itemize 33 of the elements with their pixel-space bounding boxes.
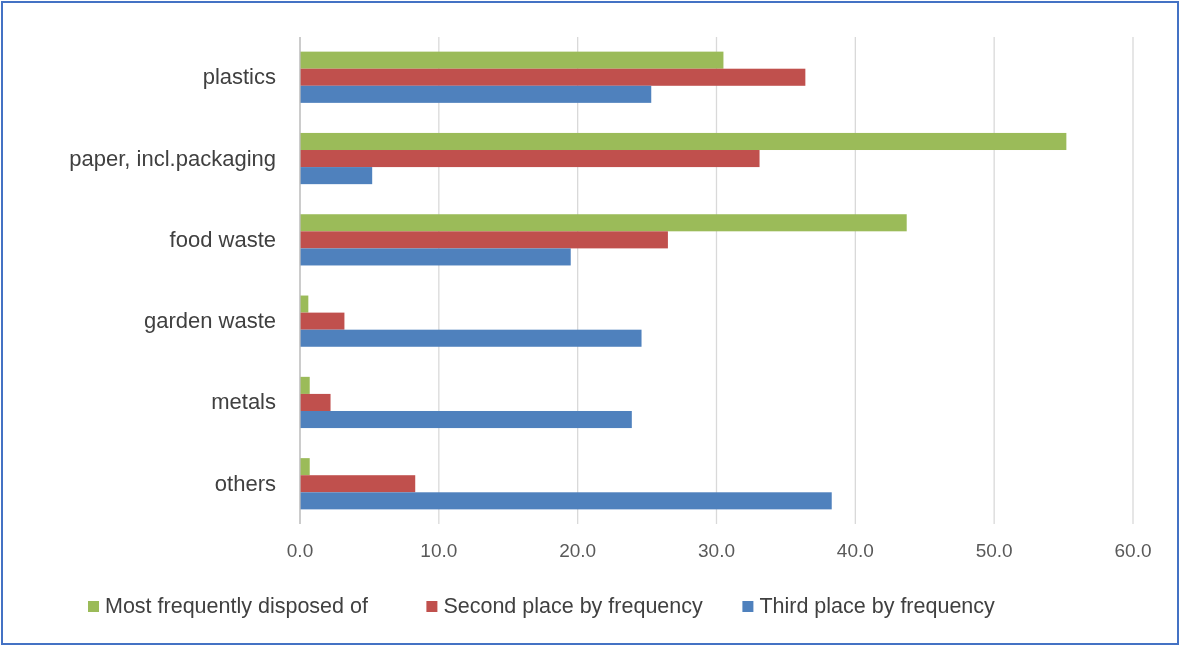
bar (300, 312, 345, 330)
bar (300, 329, 642, 347)
legend-label: Most frequently disposed of (105, 594, 368, 618)
bar (300, 410, 632, 429)
bar (300, 132, 1067, 151)
bar (300, 248, 571, 266)
bar (300, 492, 832, 510)
x-tick-label: 30.0 (698, 540, 735, 561)
x-tick-label: 0.0 (286, 540, 314, 561)
y-tick-label: food waste (169, 226, 276, 252)
bar (300, 475, 416, 493)
x-tick-label: 20.0 (559, 540, 597, 561)
bar (300, 85, 652, 103)
bar (300, 393, 331, 411)
x-tick-label: 60.0 (1114, 540, 1152, 561)
y-tick-label: garden waste (143, 308, 276, 334)
x-tick-label: 50.0 (975, 540, 1013, 561)
bar (300, 167, 373, 185)
legend-label: Second place by frequency (443, 594, 704, 618)
bar (300, 150, 760, 168)
y-tick-label: paper, incl.packaging (69, 145, 276, 171)
bar (300, 231, 668, 249)
x-tick-label: 10.0 (420, 540, 458, 561)
y-tick-label: metals (211, 389, 276, 415)
y-tick-label: others (214, 470, 276, 496)
bar (300, 51, 724, 69)
x-tick-label: 40.0 (836, 540, 874, 561)
y-tick-label: plastics (202, 64, 276, 90)
bar (300, 68, 806, 86)
bar (300, 376, 310, 394)
bar (300, 214, 907, 232)
legend-label: Third place by frequency (759, 594, 996, 618)
bar (300, 458, 310, 476)
